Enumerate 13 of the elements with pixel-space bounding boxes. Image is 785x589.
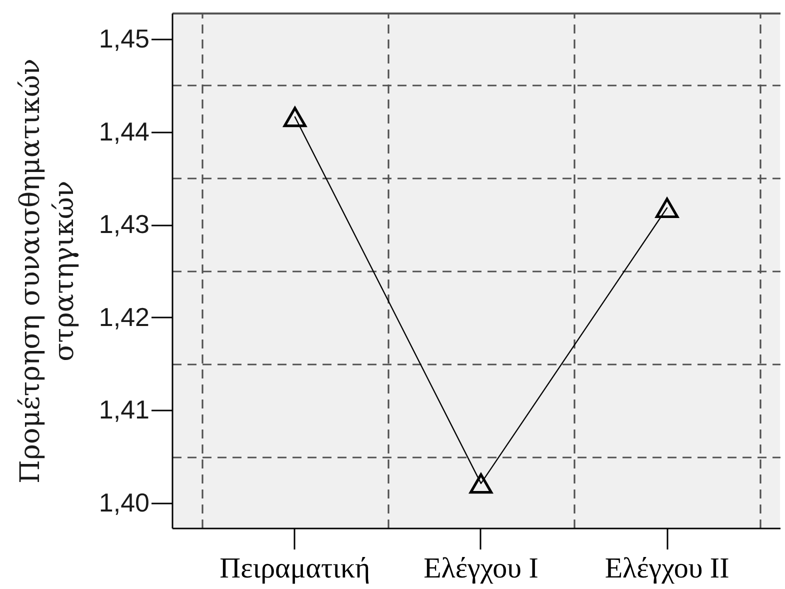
y-tick-label: 1,42 bbox=[98, 302, 150, 332]
y-axis-title: Προμέτρηση συναισθηματικών στρατηγικών bbox=[14, 58, 80, 484]
y-tick-label: 1,45 bbox=[98, 23, 150, 54]
y-tick-label: 1,40 bbox=[98, 487, 150, 518]
x-tick-label: Ελέγχου II bbox=[604, 552, 730, 584]
point bbox=[283, 106, 306, 128]
point bbox=[469, 473, 493, 494]
y-tick-label: 1,41 bbox=[98, 394, 150, 425]
point bbox=[655, 198, 679, 218]
x-tick-label: Ελέγχου I bbox=[424, 552, 538, 584]
y-tick-label: 1,44 bbox=[98, 116, 150, 146]
x-tick-label: Πειραματική bbox=[220, 552, 370, 584]
y-tick-label: 1,43 bbox=[98, 209, 150, 240]
